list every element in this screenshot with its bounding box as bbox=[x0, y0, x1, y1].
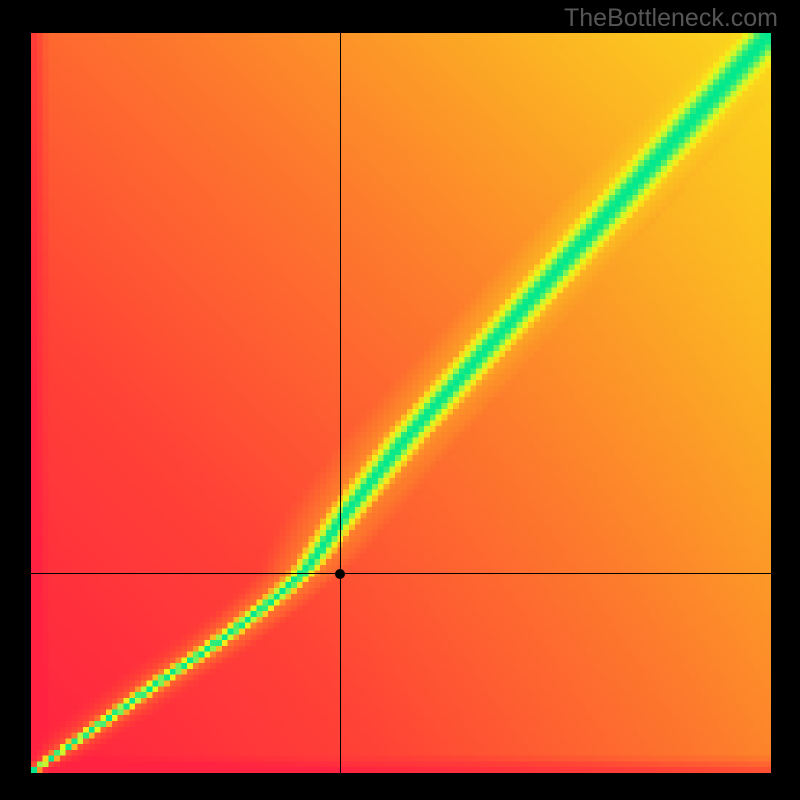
chart-container: TheBottleneck.com bbox=[0, 0, 800, 800]
watermark-label: TheBottleneck.com bbox=[564, 4, 778, 33]
bottleneck-heatmap bbox=[31, 33, 771, 773]
crosshair-vertical bbox=[340, 33, 341, 773]
crosshair-horizontal bbox=[31, 573, 771, 574]
